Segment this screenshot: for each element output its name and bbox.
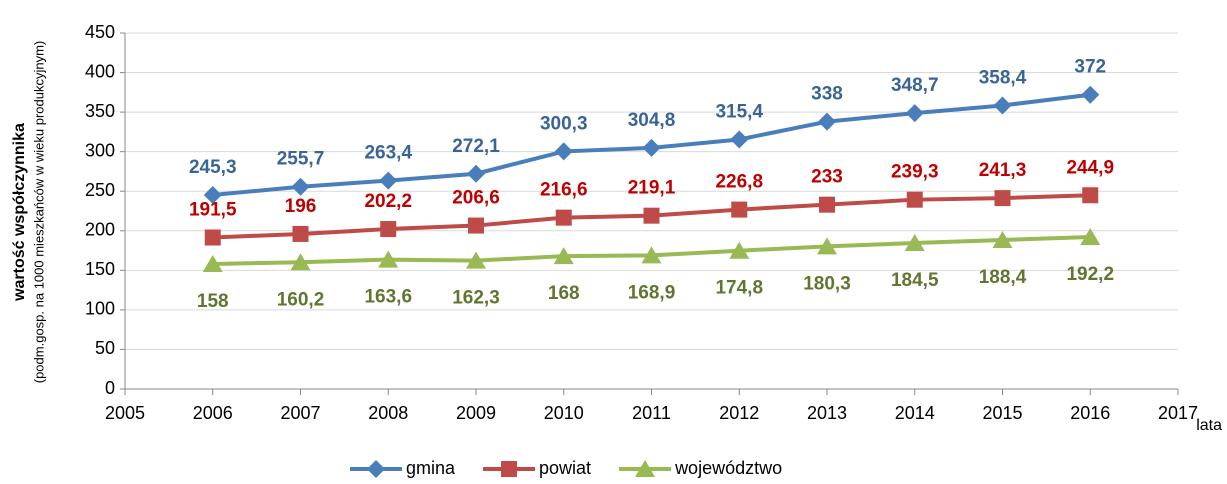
data-point — [1082, 187, 1099, 204]
data-point — [904, 234, 925, 252]
data-label: 216,6 — [540, 180, 588, 201]
x-tick-label: 2006 — [193, 403, 233, 423]
data-point — [203, 185, 222, 204]
data-point — [643, 207, 660, 224]
data-label: 184,5 — [891, 270, 939, 291]
data-label: 300,3 — [540, 113, 588, 134]
data-point — [555, 209, 572, 226]
x-tick-label: 2017 — [1158, 403, 1198, 423]
data-label: 239,3 — [891, 162, 939, 183]
data-point — [553, 247, 574, 265]
data-point — [290, 253, 311, 271]
y-tick-label: 350 — [85, 101, 115, 121]
data-label: 233 — [811, 167, 843, 188]
legend-marker — [501, 461, 518, 477]
data-label: 206,6 — [452, 188, 500, 209]
data-label: 162,3 — [452, 288, 500, 309]
data-point — [641, 246, 662, 264]
data-label: 219,1 — [628, 178, 676, 199]
data-point — [905, 104, 924, 123]
y-axis-label: wartość współczynnika — [11, 123, 28, 302]
data-point — [204, 229, 221, 246]
x-tick-label: 2005 — [105, 403, 145, 423]
data-point — [817, 237, 837, 255]
data-point — [992, 230, 1013, 248]
data-point — [818, 112, 836, 131]
data-point — [380, 221, 397, 238]
data-label: 338 — [811, 84, 843, 105]
data-label: 348,7 — [891, 75, 939, 96]
data-label: 245,3 — [189, 157, 237, 178]
y-axis-label: (podm.gosp. na 1000 mieszkańców w wieku … — [31, 41, 46, 384]
data-point — [378, 250, 399, 268]
data-point — [467, 164, 485, 183]
data-label: 188,4 — [979, 267, 1027, 288]
data-label: 304,8 — [628, 110, 676, 131]
data-point — [554, 142, 573, 161]
data-point — [729, 241, 750, 259]
y-tick-label: 400 — [85, 61, 115, 81]
x-tick-label: 2013 — [807, 403, 847, 423]
data-label: 263,4 — [364, 143, 412, 164]
x-tick-label: 2009 — [456, 403, 496, 423]
y-tick-label: 150 — [85, 259, 115, 279]
data-point — [1081, 85, 1100, 104]
legend-label: powiat — [539, 458, 591, 478]
y-tick-label: 200 — [85, 220, 115, 240]
x-tick-label: 2010 — [544, 403, 584, 423]
data-label: 196 — [285, 196, 317, 217]
data-label: 226,8 — [715, 172, 763, 193]
data-point — [642, 138, 661, 157]
legend-marker — [635, 460, 656, 477]
data-point — [994, 190, 1011, 207]
y-tick-label: 50 — [95, 338, 115, 358]
x-tick-label: 2015 — [982, 403, 1022, 423]
x-tick-label: 2007 — [280, 403, 320, 423]
data-point — [906, 191, 923, 208]
x-tick-label: 2014 — [895, 403, 935, 423]
data-label: 174,8 — [715, 278, 763, 299]
data-label: 160,2 — [277, 289, 325, 310]
data-point — [202, 255, 223, 273]
data-label: 315,4 — [715, 101, 763, 122]
data-label: 202,2 — [364, 191, 412, 212]
data-label: 244,9 — [1066, 157, 1114, 178]
data-point — [731, 201, 748, 218]
y-tick-label: 450 — [85, 22, 115, 42]
data-label: 163,6 — [364, 287, 412, 308]
x-axis-label: lata — [1196, 417, 1222, 434]
data-label: 358,4 — [979, 67, 1027, 88]
data-label: 158 — [197, 291, 229, 312]
x-tick-label: 2008 — [368, 403, 408, 423]
data-label: 168 — [548, 283, 580, 304]
x-tick-label: 2012 — [719, 403, 759, 423]
data-label: 241,3 — [979, 160, 1027, 181]
data-label: 180,3 — [803, 273, 851, 294]
x-tick-label: 2011 — [632, 403, 671, 423]
legend-label: województwo — [674, 458, 782, 478]
data-point — [291, 177, 310, 196]
y-tick-label: 300 — [85, 140, 115, 160]
data-point — [468, 217, 484, 234]
data-point — [466, 251, 486, 269]
data-label: 272,1 — [452, 136, 500, 157]
y-tick-label: 250 — [85, 180, 115, 200]
data-point — [730, 130, 749, 149]
data-point — [379, 171, 398, 190]
y-tick-label: 100 — [85, 299, 115, 319]
data-point — [1080, 227, 1101, 245]
data-point — [819, 196, 835, 213]
data-label: 168,9 — [628, 282, 676, 303]
legend-marker — [367, 460, 385, 478]
data-label: 191,5 — [189, 200, 237, 221]
data-point — [292, 225, 309, 242]
y-tick-label: 0 — [105, 378, 115, 398]
data-point — [993, 96, 1012, 115]
data-label: 255,7 — [277, 149, 325, 170]
data-label: 192,2 — [1066, 264, 1114, 285]
data-label: 372 — [1074, 57, 1106, 78]
legend-label: gmina — [406, 458, 456, 478]
x-tick-label: 2016 — [1070, 403, 1110, 423]
